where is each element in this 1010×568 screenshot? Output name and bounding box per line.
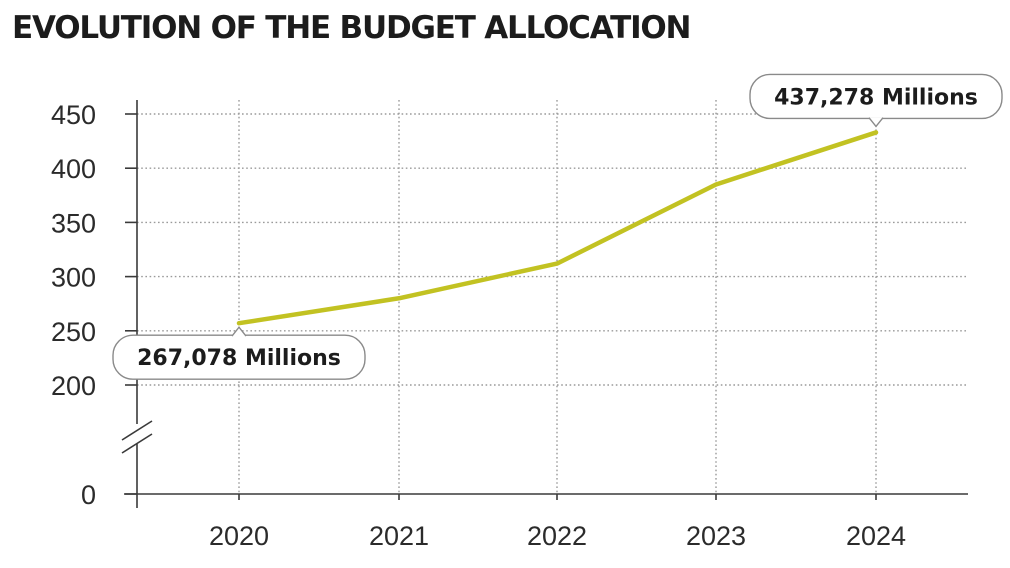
callout-2024: 437,278 Millions <box>749 73 1003 128</box>
y-tick-label: 300 <box>51 263 96 293</box>
x-tick-label: 2022 <box>527 521 587 551</box>
callout-label: 267,078 Millions <box>137 346 341 371</box>
grid-lines <box>137 100 968 494</box>
y-tick-label: 200 <box>51 371 96 401</box>
x-tick-label: 2023 <box>686 521 746 551</box>
x-tick-label: 2021 <box>369 521 429 551</box>
series <box>236 130 879 326</box>
callout-2020: 267,078 Millions <box>112 326 366 380</box>
callout-pointer <box>231 326 247 337</box>
tick-labels: 0 200 250 300 350 400 450 2020 2021 2022 2023 2024 <box>51 100 906 551</box>
x-tick-label: 2020 <box>209 521 269 551</box>
callout-pointer <box>868 117 884 128</box>
annotations: 267,078 Millions 437,278 Millions <box>112 73 1003 380</box>
x-tick-label: 2024 <box>846 521 906 551</box>
chart-title: EVOLUTION OF THE BUDGET ALLOCATION <box>12 10 692 46</box>
axis-break-mark <box>121 420 153 441</box>
axis-break-mark <box>121 433 153 454</box>
y-tick-label: 0 <box>81 480 96 510</box>
axes <box>121 100 968 508</box>
y-tick-label: 350 <box>51 208 96 238</box>
y-tick-label: 400 <box>51 154 96 184</box>
y-tick-label: 450 <box>51 100 96 130</box>
y-tick-label: 250 <box>51 317 96 347</box>
callout-label: 437,278 Millions <box>774 85 978 110</box>
